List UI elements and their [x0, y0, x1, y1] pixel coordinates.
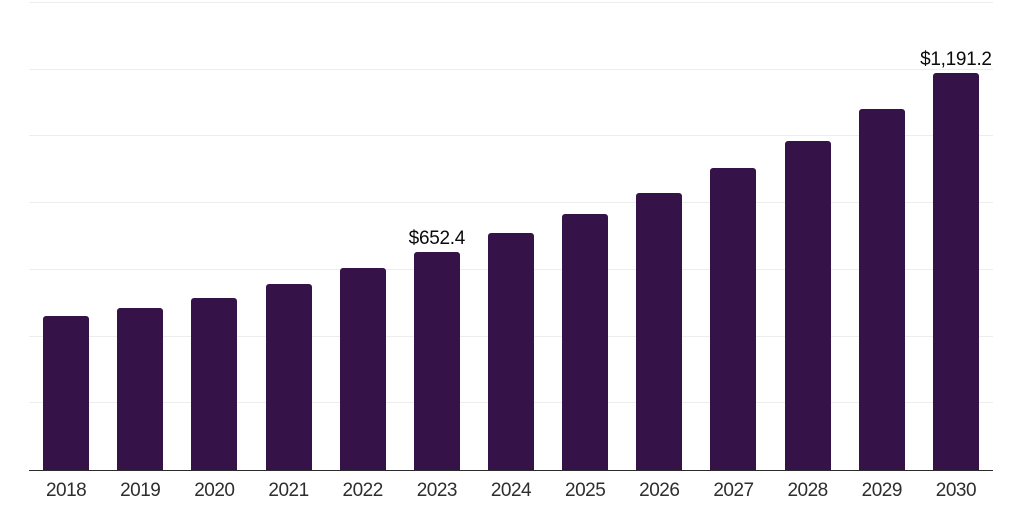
x-tick-2029: 2029	[861, 480, 903, 501]
value-label-2023: $652.4	[408, 228, 466, 250]
gridline	[29, 2, 993, 3]
x-tick-2024: 2024	[490, 480, 532, 501]
x-tick-2030: 2030	[935, 480, 977, 501]
bar-2020	[191, 298, 238, 470]
x-tick-2025: 2025	[565, 480, 606, 501]
bar-2024	[488, 233, 534, 470]
bar-2018	[43, 315, 90, 470]
x-axis-line	[29, 469, 993, 471]
x-tick-2021: 2021	[268, 480, 309, 501]
bar-2025	[562, 213, 609, 470]
x-tick-2018: 2018	[45, 480, 87, 501]
x-tick-2022: 2022	[342, 480, 384, 501]
bar-2023	[413, 252, 460, 470]
x-tick-2027: 2027	[713, 480, 754, 501]
bar-2026	[636, 193, 683, 470]
x-axis-labels: 2018 2019 2020 2021 2022 2023 2024 2025 2026 2027…	[29, 481, 993, 507]
value-label-2030: $1,191.2	[920, 48, 992, 70]
x-tick-2028: 2028	[787, 480, 828, 501]
x-tick-2020: 2020	[194, 480, 235, 501]
gridline	[29, 68, 993, 70]
bar-2022	[339, 268, 386, 470]
bar-2030	[932, 72, 979, 470]
bar-2028	[784, 141, 831, 470]
x-tick-2023: 2023	[416, 480, 458, 501]
bar-2019	[117, 307, 164, 470]
bar-2027	[710, 168, 757, 470]
x-tick-2026: 2026	[639, 480, 680, 501]
gridline	[29, 202, 993, 204]
gridline	[29, 135, 993, 137]
bar-2021	[265, 283, 312, 470]
plot-area: $652.4 $1,191.2	[29, 2, 993, 471]
bar-2029	[858, 108, 905, 470]
x-tick-2019: 2019	[120, 480, 161, 501]
